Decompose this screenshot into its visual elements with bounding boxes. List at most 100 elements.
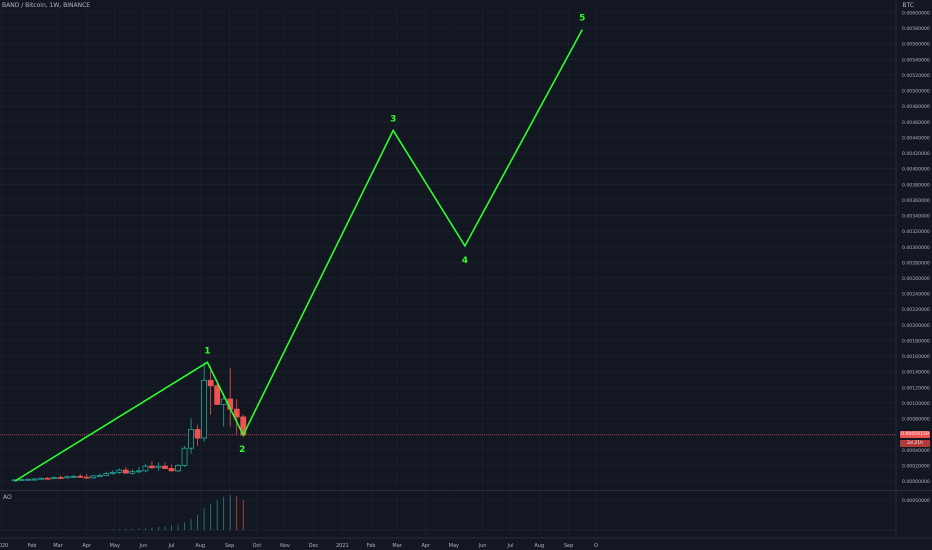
candle[interactable] (64, 475, 71, 479)
candle-body (201, 379, 208, 439)
current-price-tag: 0.00059159 (900, 431, 930, 438)
price-tick-label: 0.00380000 (902, 182, 930, 188)
candle-body (116, 469, 123, 473)
price-tick-label: 0.00600000 (902, 11, 930, 17)
wave-label-3: 3 (390, 114, 396, 124)
candle[interactable] (25, 478, 31, 481)
price-tick-label: 0.00200000 (902, 323, 930, 329)
candle-body (103, 473, 110, 476)
candle[interactable] (96, 473, 103, 478)
candle[interactable] (44, 477, 51, 480)
elliott-wave-line[interactable] (14, 29, 583, 482)
candle[interactable] (83, 473, 90, 479)
price-tick-label: 0.00540000 (902, 57, 930, 63)
candle-body (129, 471, 136, 474)
currency-unit: BTC (902, 2, 914, 9)
time-tick-label: May (110, 543, 120, 549)
time-tick-label: Aug (534, 543, 544, 549)
price-tick-label: 0.00440000 (902, 135, 930, 141)
wave-label-2: 2 (239, 445, 245, 455)
time-tick-label: Feb (367, 543, 376, 549)
candle[interactable] (109, 470, 116, 475)
price-tick-label: 0.00000000 (902, 479, 930, 485)
candle[interactable] (201, 362, 208, 442)
candle-body (51, 477, 58, 480)
price-tick-label: 0.00040000 (902, 448, 930, 454)
candle[interactable] (31, 477, 38, 481)
candle[interactable] (181, 445, 188, 467)
candle[interactable] (194, 424, 201, 446)
symbol-legend: BAND / Bitcoin, 1W, BINANCE (2, 2, 91, 9)
candle[interactable] (136, 466, 142, 474)
candle-body (162, 465, 168, 469)
price-tick-label: 0.00300000 (902, 245, 930, 251)
candle[interactable] (233, 399, 240, 435)
time-tick-label: Dec (309, 543, 319, 549)
candle-body (214, 385, 221, 405)
candle[interactable] (70, 474, 77, 478)
candle-body (109, 472, 116, 474)
price-tick-label: 0.00560000 (902, 42, 930, 48)
candle[interactable] (38, 477, 45, 480)
candle-body (142, 465, 149, 472)
candle[interactable] (51, 476, 58, 480)
time-tick-label: Apr (82, 543, 92, 549)
candle[interactable] (77, 473, 84, 478)
price-tick-label: 0.00020000 (902, 463, 930, 469)
price-tick-label: 0.00400000 (902, 167, 930, 173)
candle[interactable] (207, 366, 214, 415)
price-tick-label: 0.00120000 (902, 385, 930, 391)
candle-body (155, 465, 162, 469)
wave-label-5: 5 (579, 14, 585, 24)
candle[interactable] (90, 474, 97, 479)
candle[interactable] (103, 471, 110, 477)
candle-body (31, 478, 38, 481)
candle-body (122, 469, 129, 474)
candle-body (18, 479, 25, 481)
candle[interactable] (142, 463, 149, 473)
candle[interactable] (175, 463, 181, 473)
ao-indicator-label: AO (3, 494, 12, 501)
ao-tick-label: 0.00050000 (902, 498, 930, 504)
time-tick-label: Nov (280, 543, 290, 549)
candle-body (136, 470, 142, 473)
price-tick-label: 0.00160000 (902, 354, 930, 360)
time-tick-label: Apr (421, 543, 431, 549)
candle[interactable] (149, 461, 155, 470)
time-tick-label: Oct (253, 543, 262, 549)
candle-body (57, 477, 64, 479)
candle-body (44, 477, 51, 480)
price-tick-label: 0.00220000 (902, 307, 930, 313)
candle-body (181, 447, 188, 466)
price-tick-label: 0.00500000 (902, 89, 930, 95)
candle-body (168, 468, 175, 472)
candle[interactable] (122, 466, 129, 474)
candle[interactable] (57, 475, 64, 479)
candle[interactable] (18, 478, 25, 481)
time-tick-label: 2021 (336, 543, 349, 549)
candle-body (83, 476, 90, 479)
candle-body (70, 475, 77, 478)
price-tick-label: 0.00260000 (902, 276, 930, 282)
time-tick-label: Mar (392, 543, 402, 549)
candle-body (207, 379, 214, 387)
price-tick-label: 0.00280000 (902, 260, 930, 266)
candle-body (149, 465, 155, 469)
time-tick-label: Jul (507, 543, 514, 549)
candle-body (194, 429, 201, 439)
wave-label-1: 1 (204, 346, 210, 356)
candle[interactable] (116, 468, 123, 474)
price-tick-label: 0.00460000 (902, 120, 930, 126)
candle[interactable] (188, 418, 194, 454)
candle[interactable] (129, 469, 136, 475)
candle[interactable] (168, 464, 175, 472)
candle[interactable] (162, 462, 168, 470)
wave-label-4: 4 (462, 256, 468, 266)
candle-body (64, 476, 71, 479)
price-tick-label: 0.00100000 (902, 401, 930, 407)
candle[interactable] (155, 462, 162, 471)
candle-body (38, 477, 45, 480)
bar-countdown-tag: 2d 21h (900, 440, 930, 447)
